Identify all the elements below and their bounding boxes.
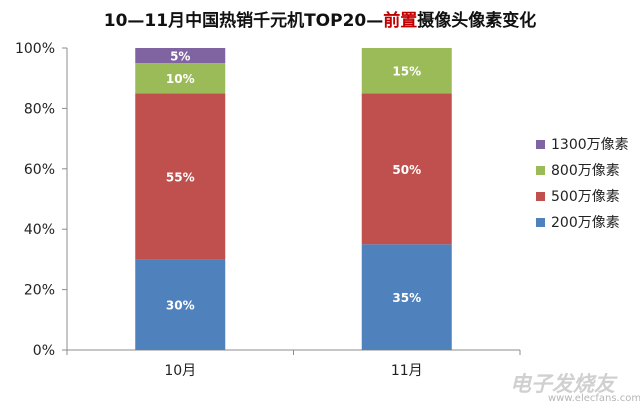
bar-data-label: 30%	[166, 299, 195, 313]
y-tick-label: 60%	[24, 162, 55, 178]
watermark-logo: 电子发烧友	[510, 371, 615, 396]
bar-segment	[135, 63, 226, 94]
chart-title-accent: 前置	[383, 11, 418, 31]
legend-label: 200万像素	[551, 215, 620, 231]
bar-segment	[135, 259, 226, 350]
chart-title: 10—11月中国热销千元机TOP20—前置摄像头像素变化	[0, 6, 640, 31]
legend-item: 200万像素	[536, 209, 629, 235]
legend-swatch	[536, 165, 545, 175]
chart-legend: 1300万像素 800万像素 500万像素 200万像素	[536, 131, 629, 235]
x-tick-label: 11月	[391, 363, 423, 379]
bar-segment	[135, 93, 226, 260]
y-tick-label: 20%	[24, 283, 55, 299]
legend-item: 500万像素	[536, 183, 629, 209]
legend-item: 1300万像素	[536, 131, 629, 157]
legend-swatch	[536, 217, 545, 227]
chart-title-part-3: 摄像头像素变化	[417, 11, 537, 31]
bar-segment	[361, 244, 452, 350]
bar-data-label: 10%	[166, 72, 195, 86]
x-tick-label: 10月	[164, 363, 196, 379]
y-tick-label: 40%	[24, 222, 55, 238]
legend-label: 1300万像素	[551, 137, 629, 153]
bar-data-label: 15%	[392, 65, 421, 79]
legend-item: 800万像素	[536, 157, 629, 183]
watermark-url: www.elecfans.com	[548, 393, 640, 404]
chart-title-part-1: 10—11月中国热销千元机TOP20—	[103, 11, 384, 31]
bar-data-label: 5%	[170, 50, 190, 64]
bar-segment	[361, 93, 452, 245]
bar-segment	[135, 48, 226, 64]
legend-label: 800万像素	[551, 163, 620, 179]
legend-swatch	[536, 139, 545, 149]
bar-data-label: 55%	[166, 170, 195, 184]
legend-label: 500万像素	[551, 189, 620, 205]
y-tick-label: 80%	[24, 101, 55, 117]
bar-segment	[361, 48, 452, 94]
y-tick-label: 100%	[15, 41, 55, 57]
bar-data-label: 35%	[392, 291, 421, 305]
legend-swatch	[536, 191, 545, 201]
bar-data-label: 50%	[392, 163, 421, 177]
y-tick-label: 0%	[33, 343, 55, 359]
